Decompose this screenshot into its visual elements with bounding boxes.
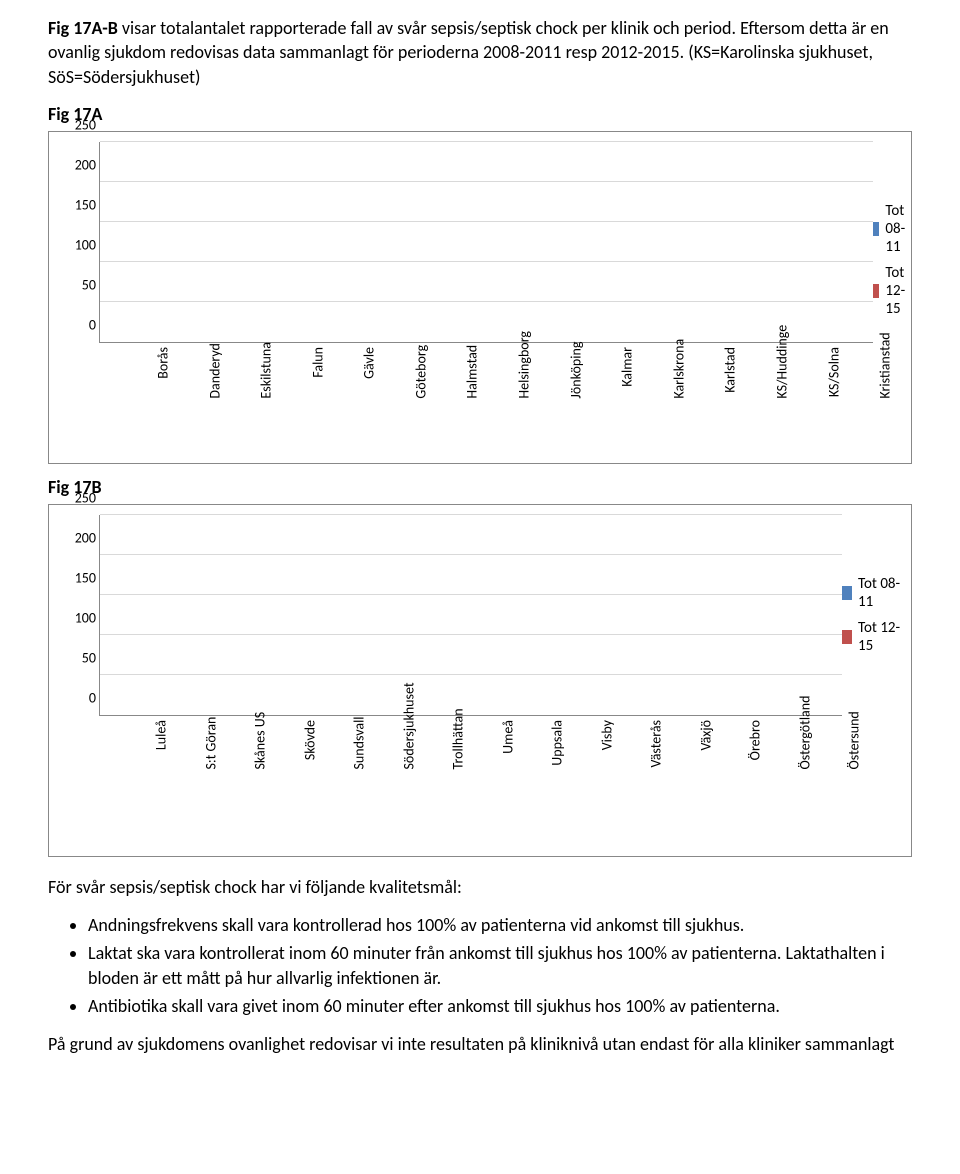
chart-17a-plot: 050100150200250	[99, 142, 873, 343]
legend-label-s2: Tot 12-15	[858, 619, 901, 655]
legend-swatch-s2	[873, 284, 880, 298]
ytick: 250	[62, 489, 96, 506]
bullet-item: Laktat ska vara kontrollerat inom 60 min…	[88, 941, 912, 990]
legend-swatch-s1	[842, 586, 853, 600]
ytick: 250	[62, 116, 96, 133]
legend-label-s2: Tot 12-15	[885, 264, 912, 318]
ytick: 100	[62, 236, 96, 253]
ytick: 0	[62, 689, 96, 706]
ytick: 0	[62, 316, 96, 333]
xlabel: Kristianstad	[873, 347, 960, 399]
intro-rest: visar totalantalet rapporterade fall av …	[48, 17, 889, 88]
legend-item-s1: Tot 08-11	[873, 202, 913, 256]
bullet-item: Antibiotika skall vara givet inom 60 min…	[88, 994, 912, 1018]
ytick: 50	[62, 276, 96, 293]
ytick: 150	[62, 569, 96, 586]
xlabel: Östersund	[842, 720, 960, 770]
chart-17b: 050100150200250 LuleåS:t GöranSkånes USS…	[48, 504, 912, 857]
intro-bold: Fig 17A-B	[48, 17, 118, 39]
chart-17b-plot: 050100150200250	[99, 515, 842, 716]
fig17b-label: Fig 17B	[48, 476, 912, 498]
legend-item-s1: Tot 08-11	[842, 575, 901, 611]
ytick: 50	[62, 649, 96, 666]
chart-17a-legend: Tot 08-11 Tot 12-15	[873, 142, 913, 457]
intro-paragraph: Fig 17A-B visar totalantalet rapporterad…	[48, 16, 912, 89]
legend-label-s1: Tot 08-11	[858, 575, 901, 611]
ytick: 100	[62, 609, 96, 626]
legend-item-s2: Tot 12-15	[842, 619, 901, 655]
chart-17a-xlabels: BoråsDanderydEskilstunaFalunGävleGötebor…	[99, 343, 873, 457]
chart-17b-xlabels: LuleåS:t GöranSkånes USSkövdeSundsvallSö…	[99, 716, 842, 850]
after-charts-paragraph: För svår sepsis/septisk chock har vi föl…	[48, 875, 912, 899]
closing-paragraph: På grund av sjukdomens ovanlighet redovi…	[48, 1032, 912, 1056]
chart-17a: 050100150200250 BoråsDanderydEskilstunaF…	[48, 131, 912, 464]
fig17a-label: Fig 17A	[48, 103, 912, 125]
ytick: 150	[62, 196, 96, 213]
legend-swatch-s1	[873, 222, 880, 236]
legend-swatch-s2	[842, 630, 853, 644]
legend-label-s1: Tot 08-11	[885, 202, 912, 256]
bullet-item: Andningsfrekvens skall vara kontrollerad…	[88, 913, 912, 937]
ytick: 200	[62, 529, 96, 546]
legend-item-s2: Tot 12-15	[873, 264, 913, 318]
chart-17b-legend: Tot 08-11 Tot 12-15	[842, 515, 901, 850]
ytick: 200	[62, 156, 96, 173]
bullet-list: Andningsfrekvens skall vara kontrollerad…	[48, 913, 912, 1018]
